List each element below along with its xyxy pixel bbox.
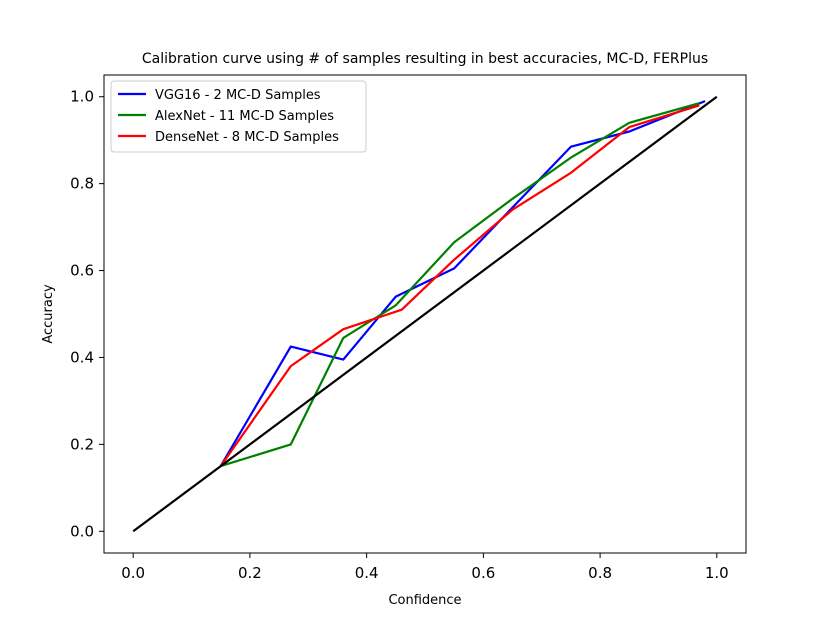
plot-lines [132,95,718,533]
x-tick-label: 0.4 [355,564,379,582]
y-axis-ticks: 0.0 0.2 0.4 0.6 0.8 1.0 [70,88,104,540]
plot-frame [103,74,747,554]
legend-label: AlexNet - 11 MC-D Samples [155,109,334,124]
series-line-alexnet [220,102,700,468]
y-tick-label: 0.0 [70,522,94,540]
y-axis-label: Accuracy [41,284,56,344]
series-line-densenet [219,104,700,467]
x-tick-label: 0.0 [121,564,145,582]
legend-box [110,80,367,153]
y-tick-label: 0.4 [70,348,94,366]
reference-diagonal-line [132,95,718,533]
legend: VGG16 - 2 MC-D Samples AlexNet - 11 MC-D … [110,80,367,153]
series-line-vgg16 [219,100,706,467]
chart-title: Calibration curve using # of samples res… [142,51,708,67]
x-axis-ticks: 0.0 0.2 0.4 0.6 0.8 1.0 [121,553,729,582]
x-axis-label: Confidence [388,593,461,608]
x-tick-label: 0.2 [238,564,262,582]
legend-label: DenseNet - 8 MC-D Samples [155,130,339,145]
y-tick-label: 0.6 [70,262,94,280]
x-tick-label: 1.0 [705,564,729,582]
x-tick-label: 0.8 [588,564,612,582]
y-tick-label: 0.2 [70,435,94,453]
legend-label: VGG16 - 2 MC-D Samples [155,88,321,103]
x-tick-label: 0.6 [471,564,495,582]
y-tick-label: 1.0 [70,88,94,106]
y-tick-label: 0.8 [70,175,94,193]
